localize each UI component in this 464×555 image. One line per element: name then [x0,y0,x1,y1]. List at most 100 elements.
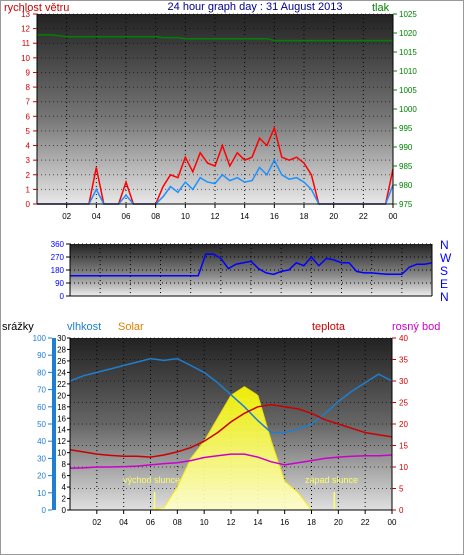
tick-label: 980 [399,181,413,190]
tick-label: 985 [399,162,413,171]
tick-label: 6 [26,112,31,121]
tick-label: 100 [33,334,47,343]
series-dewpoint [69,453,393,470]
tick-label: 20 [334,518,343,527]
tick-label: 20 [57,391,66,400]
tick-label: 20 [37,472,46,481]
tick-label: 60 [37,403,46,412]
series-humidity [69,357,393,434]
series-wind-direction [70,253,433,277]
tick-label: 28 [57,345,66,354]
tick-label: 90 [55,279,64,288]
tick-label: 4 [62,483,67,492]
sunset-label: západ slunce [305,475,358,485]
tick-label: 2 [62,495,67,504]
tick-label: 24 [57,368,66,377]
rain-label: srážky [2,321,34,333]
wind-pressure-plot-area [37,14,393,204]
tick-label: 7 [26,98,31,107]
tick-label: 180 [51,266,65,275]
wind-direction-series [70,253,433,277]
tick-label: 50 [37,420,46,429]
time-axis-top: 02 04 06 08 10 12 14 16 18 20 22 00 [37,203,398,221]
compass-label: N [440,290,449,304]
series-pressure [37,34,393,42]
tick-label: 06 [122,212,131,221]
tick-label: 12 [211,212,220,221]
tick-label: 16 [270,212,279,221]
pressure-label: tlak [372,2,390,14]
tick-label: 90 [37,351,46,360]
compass-label: S [440,264,448,278]
tick-label: 0 [399,506,404,515]
pressure-axis: 975 980 985 990 995 1000 1005 1010 1015 1020 1025 [392,10,417,209]
tick-label: 1000 [399,105,417,114]
wind-direction-axis: 0 90 180 270 360 [51,240,433,301]
sunrise-label: východ slunce [123,475,180,485]
tick-label: 2 [26,171,31,180]
tick-label: 70 [37,386,46,395]
tick-label: 995 [399,124,413,133]
tick-label: 1 [26,185,31,194]
tick-label: 30 [57,334,66,343]
tick-label: 8 [62,460,67,469]
tick-label: 20 [399,420,408,429]
tick-label: 1025 [399,10,417,19]
tick-label: 22 [361,518,370,527]
tick-label: 12 [227,518,236,527]
tick-label: 35 [399,356,408,365]
tick-label: 10 [200,518,209,527]
tick-label: 0 [26,200,31,209]
tick-label: 08 [151,212,160,221]
tick-label: 06 [146,518,155,527]
tick-label: 10 [399,463,408,472]
tick-label: 6 [62,472,67,481]
series-temperature [69,403,393,458]
tick-label: 25 [399,399,408,408]
tick-label: 15 [399,442,408,451]
tick-label: 00 [388,518,397,527]
tick-label: 04 [119,518,128,527]
compass-label: W [440,251,452,265]
rain-axis: 0 10 20 30 40 50 60 70 80 90 100 [33,334,56,515]
tick-label: 10 [181,212,190,221]
tick-label: 80 [37,368,46,377]
solar-label: Solar [118,321,144,333]
tick-label: 00 [389,212,398,221]
page-title: 24 hour graph day : 31 August 2013 [168,1,343,13]
tick-label: 1005 [399,86,417,95]
temperature-label: teplota [312,321,346,333]
tick-label: 12 [21,25,30,34]
tick-label: 26 [57,357,66,366]
temperature-axis: 0 5 10 15 20 25 30 35 40 [391,334,408,515]
tick-label: 990 [399,143,413,152]
tick-label: 22 [359,212,368,221]
tick-label: 3 [26,156,31,165]
tick-label: 18 [300,212,309,221]
tick-label: 1020 [399,29,417,38]
time-axis-bottom: 02 04 06 08 10 12 14 16 18 20 22 00 [70,509,397,527]
tick-label: 30 [399,377,408,386]
tick-label: 18 [307,518,316,527]
tick-label: 975 [399,200,413,209]
compass-label: E [440,277,448,291]
tick-label: 20 [329,212,338,221]
tick-label: 0 [62,506,67,515]
tick-label: 5 [26,127,31,136]
tick-label: 270 [51,253,65,262]
tick-label: 11 [22,39,31,48]
tick-label: 10 [57,449,66,458]
humidity-label: vlhkost [67,321,101,333]
rain-scale-bar [52,338,56,510]
tick-label: 0 [60,292,65,301]
compass-label: N [440,238,449,252]
tick-label: 13 [21,10,30,19]
dewpoint-label: rosný bod [392,321,440,333]
tick-label: 14 [240,212,249,221]
